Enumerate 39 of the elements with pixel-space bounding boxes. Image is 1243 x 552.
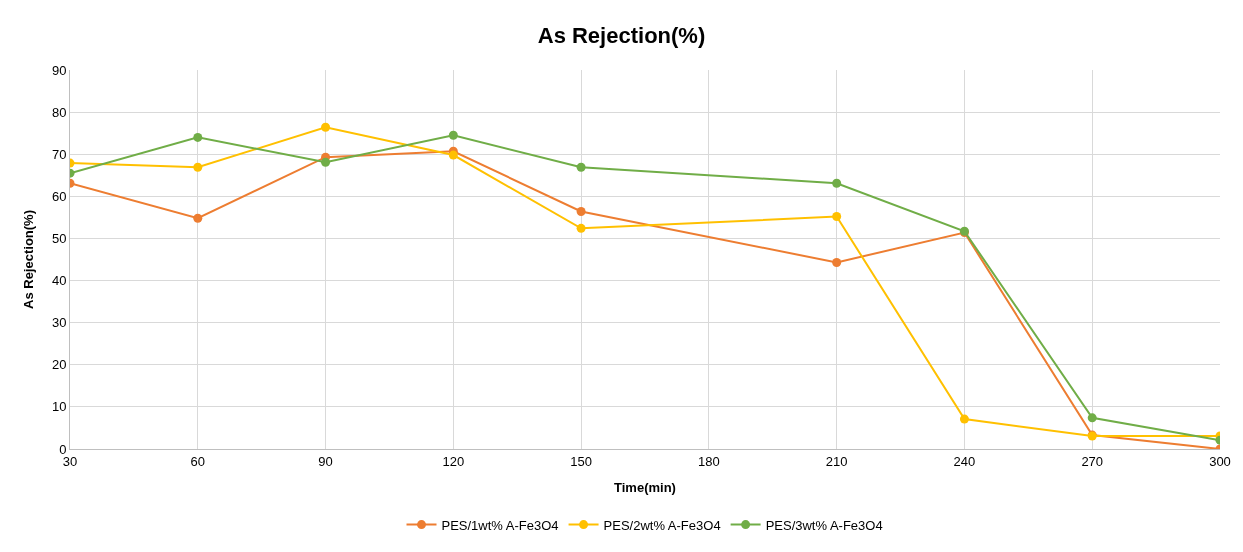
x-tick-label: 60	[190, 453, 206, 469]
y-tick-label: 10	[51, 399, 67, 415]
chart-title: As Rejection(%)	[537, 23, 706, 48]
point	[832, 178, 842, 188]
x-axis-title: Time(min)	[614, 480, 676, 496]
y-tick-label: 60	[51, 188, 67, 204]
point	[193, 132, 203, 142]
point	[193, 213, 203, 223]
x-tick-label: 120	[442, 453, 465, 469]
point	[193, 162, 203, 172]
y-axis-title: As Rejection(%)	[20, 210, 36, 309]
point	[959, 414, 969, 424]
y-tick-label: 20	[51, 357, 67, 373]
y-tick-label: 30	[51, 315, 67, 331]
y-tick-label: 50	[51, 230, 67, 246]
point	[832, 257, 842, 267]
point	[321, 157, 331, 167]
legend-label: PES/1wt% A-Fe3O4	[441, 517, 559, 533]
y-tick-label: 80	[51, 104, 67, 120]
point	[576, 162, 586, 172]
y-tick-label: 90	[51, 62, 67, 78]
point	[448, 150, 458, 160]
y-tick-label: 40	[51, 273, 67, 289]
legend-label: PES/2wt% A-Fe3O4	[603, 517, 721, 533]
x-tick-label: 150	[570, 453, 592, 469]
point	[448, 130, 458, 140]
x-tick-label: 180	[698, 453, 720, 469]
x-tick-label: 210	[825, 453, 848, 469]
x-tick-label: 270	[1081, 453, 1104, 469]
point	[576, 206, 586, 216]
point	[832, 212, 842, 222]
legend-label: PES/3wt% A-Fe3O4	[765, 517, 883, 533]
x-tick-label: 300	[1209, 453, 1231, 469]
x-tick-label: 240	[953, 453, 976, 469]
point	[576, 223, 586, 233]
y-tick-label: 70	[51, 146, 67, 162]
point	[1087, 413, 1097, 423]
point	[321, 122, 331, 132]
x-tick-label: 90	[318, 453, 333, 469]
